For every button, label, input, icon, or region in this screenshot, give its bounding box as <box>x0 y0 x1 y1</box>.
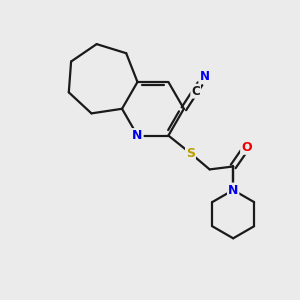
Text: N: N <box>200 70 209 83</box>
Text: S: S <box>186 147 195 160</box>
Text: N: N <box>132 129 143 142</box>
Text: N: N <box>228 184 238 196</box>
Text: O: O <box>241 141 252 154</box>
Text: C: C <box>191 85 200 98</box>
